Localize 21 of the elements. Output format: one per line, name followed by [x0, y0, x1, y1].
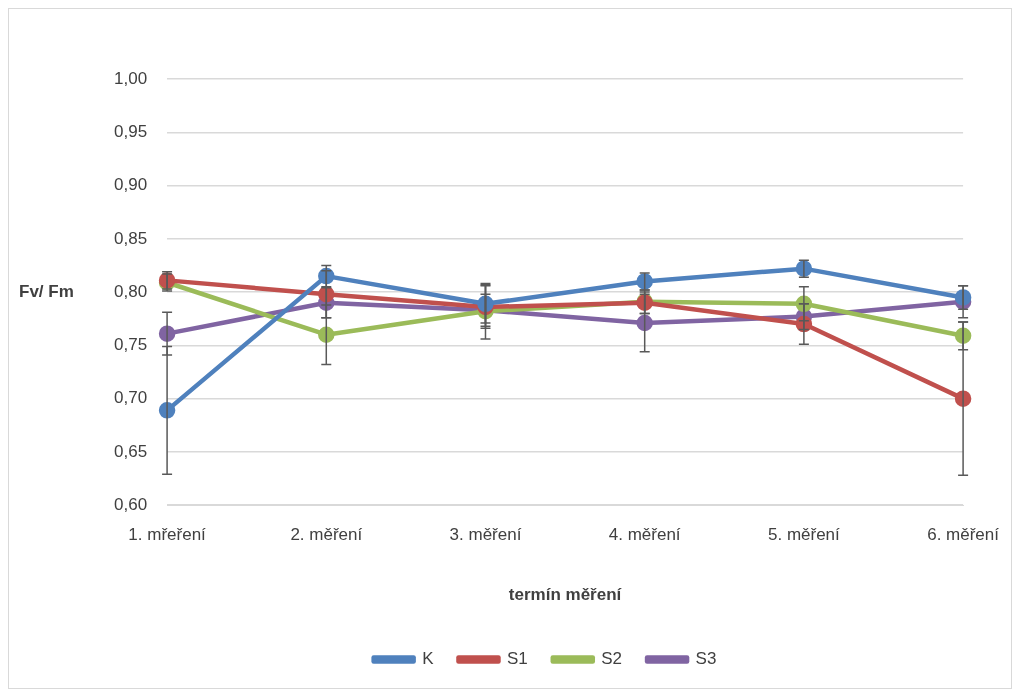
x-tick-label: 3. měření [449, 525, 522, 545]
y-tick-label: 0,70 [113, 388, 148, 408]
y-tick-label: 0,90 [113, 175, 148, 195]
x-tick-label: 1. mřeření [128, 525, 207, 545]
x-tick-label: 2. měření [290, 525, 363, 545]
legend-label: S2 [601, 649, 623, 669]
y-tick-label: 0,85 [113, 228, 148, 248]
y-tick-label: 0,80 [113, 281, 148, 301]
x-tick-label: 6. měření [927, 525, 1000, 545]
legend-label: K [422, 649, 435, 669]
y-tick-label: 1,00 [113, 68, 148, 88]
y-tick-label: 0,65 [113, 441, 148, 461]
x-tick-label: 4. měření [608, 525, 681, 545]
x-tick-label: 5. měření [767, 525, 841, 545]
y-axis-title: Fv/ Fm [19, 281, 74, 301]
legend-label: S1 [506, 649, 528, 669]
y-tick-label: 0,75 [113, 335, 148, 355]
y-tick-label: 0,95 [113, 121, 148, 141]
legend-label: S3 [695, 649, 717, 669]
x-axis-title: termín měření [508, 585, 623, 605]
y-tick-label: 0,60 [113, 494, 148, 514]
